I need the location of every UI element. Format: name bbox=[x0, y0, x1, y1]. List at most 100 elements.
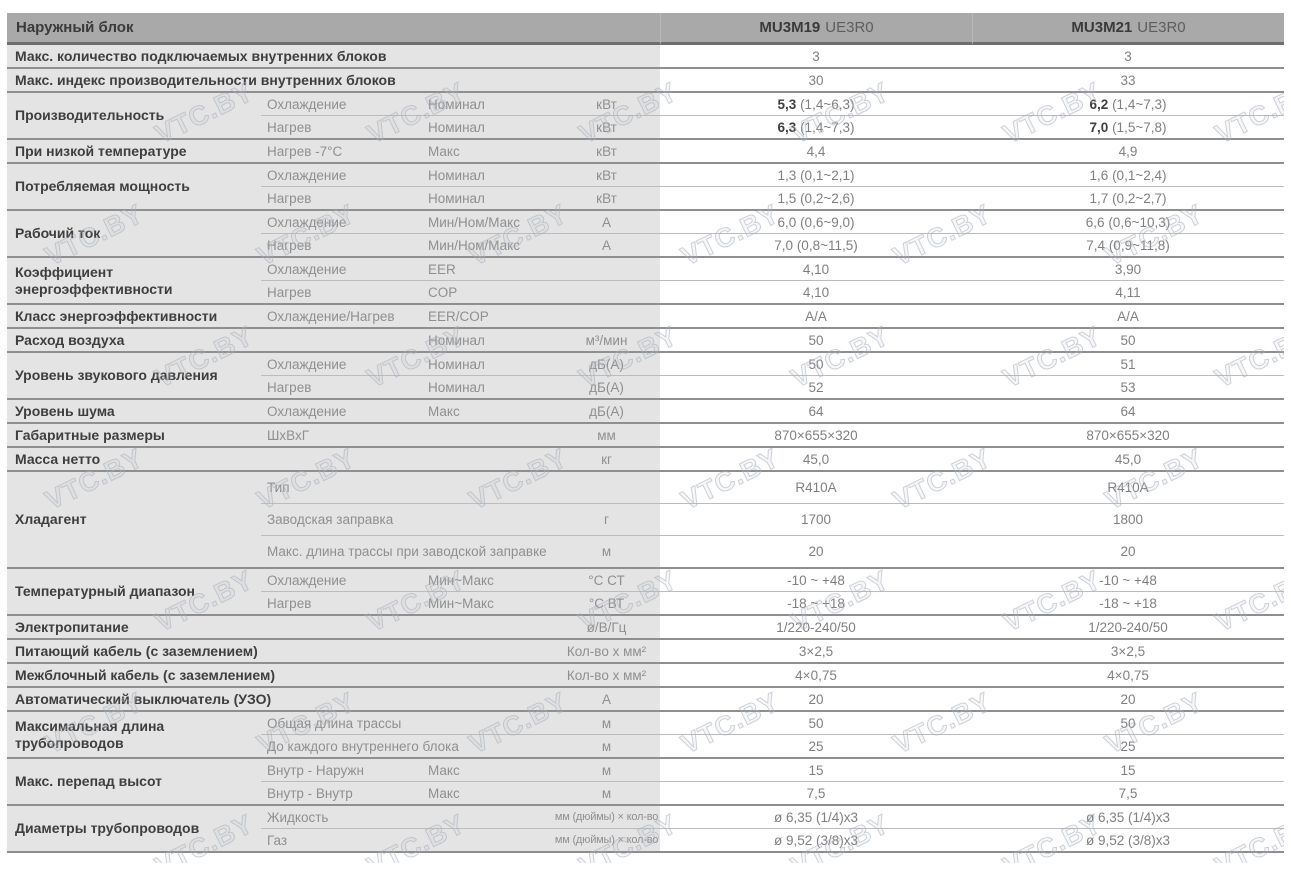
category-cell: Электропитание bbox=[7, 614, 553, 638]
value-cell-mu3m19: 4,4 bbox=[660, 138, 973, 162]
category-cell: Максимальная длина трубопроводов bbox=[7, 710, 261, 757]
model-suffix-1: UE3R0 bbox=[825, 19, 874, 36]
param-cell: Макс bbox=[423, 781, 553, 804]
category-cell: Хладагент bbox=[7, 470, 261, 567]
table-row: Габаритные размеры ШхВхГ мм 870×655×320 870×… bbox=[7, 422, 1285, 446]
value-cell-mu3m19: 15 bbox=[660, 757, 973, 781]
table-row: Внутр - Внутр Макс м 7,5 7,5 bbox=[7, 781, 1285, 804]
value-cell-mu3m19: -18 ~ +18 bbox=[660, 591, 973, 614]
category-cell: Рабочий ток bbox=[7, 209, 261, 256]
table-title: Наружный блок bbox=[7, 13, 661, 45]
category-cell: Габаритные размеры bbox=[7, 422, 261, 446]
unit-cell: А bbox=[553, 686, 661, 710]
value-cell-mu3m21: -10 ~ +48 bbox=[972, 567, 1285, 591]
unit-cell: м bbox=[553, 734, 661, 757]
value-cell-mu3m19: ø 9,52 (3/8)x3 bbox=[660, 828, 973, 851]
table-row: Коэффициент энергоэффективности Охлаждени… bbox=[7, 256, 1285, 303]
sub-label-cell: Заводская заправка bbox=[261, 503, 553, 535]
param-cell: Мин/Ном/Макс bbox=[423, 233, 553, 256]
value-cell-mu3m21: 53 bbox=[972, 375, 1285, 398]
category-cell: Диаметры трубопроводов bbox=[7, 804, 261, 851]
value-cell-mu3m19: 50 bbox=[660, 327, 973, 351]
value-cell-mu3m21: 20 bbox=[972, 535, 1285, 567]
value-cell-mu3m19: 45,0 bbox=[660, 446, 973, 470]
value-cell-mu3m21: 45,0 bbox=[972, 446, 1285, 470]
unit-cell: м bbox=[553, 781, 661, 804]
unit-cell: Кол-во х мм² bbox=[553, 638, 661, 662]
sub-label-cell: Охлаждение bbox=[261, 162, 423, 186]
value-cell-mu3m21: 15 bbox=[972, 757, 1285, 781]
value-cell-mu3m21: 7,5 bbox=[972, 781, 1285, 804]
value-cell-mu3m21: А/А bbox=[972, 303, 1285, 327]
value-cell-mu3m21: 20 bbox=[972, 686, 1285, 710]
sub-label-cell: Нагрев bbox=[261, 375, 423, 398]
value-cell-mu3m19: -10 ~ +48 bbox=[660, 567, 973, 591]
unit-cell: кВт bbox=[553, 138, 661, 162]
category-cell: Температурный диапазон bbox=[7, 567, 261, 614]
value-cell-mu3m19: 870×655×320 bbox=[660, 422, 973, 446]
value-cell-mu3m21: 6,2 (1,4~7,3) bbox=[972, 91, 1285, 115]
unit-cell: дБ(А) bbox=[553, 398, 661, 422]
unit-cell: кВт bbox=[553, 162, 661, 186]
value-cell-mu3m21: R410A bbox=[972, 470, 1285, 503]
value-cell-mu3m19: 1,3 (0,1~2,1) bbox=[660, 162, 973, 186]
table-row: Нагрев Номинал кВт 1,5 (0,2~2,6) 1,7 (0,2~2,… bbox=[7, 186, 1285, 209]
value-cell-mu3m21: 64 bbox=[972, 398, 1285, 422]
value-cell-mu3m19: 50 bbox=[660, 351, 973, 375]
table-row: Нагрев Мин/Ном/Макс А 7,0 (0,8~11,5) 7,4 (0,… bbox=[7, 233, 1285, 256]
table-row: При низкой температуре Нагрев -7°C Макс кВт… bbox=[7, 138, 1285, 162]
value-cell-mu3m21: 1/220-240/50 bbox=[972, 614, 1285, 638]
model-column-header-2: MU3M21 UE3R0 bbox=[972, 13, 1285, 45]
unit-cell: А bbox=[553, 209, 661, 233]
category-cell: Автоматический выключатель (УЗО) bbox=[7, 686, 553, 710]
value-cell-mu3m21: 1800 bbox=[972, 503, 1285, 535]
table-row: Производительность Охлаждение Номинал кВт 5,… bbox=[7, 91, 1285, 138]
param-cell bbox=[423, 422, 553, 446]
spec-table: Наружный блок MU3M19 UE3R0 MU3M21 UE3R0 Ма… bbox=[7, 13, 1285, 853]
value-cell-mu3m21: 1,7 (0,2~2,7) bbox=[972, 186, 1285, 209]
value-cell-mu3m21: ø 6,35 (1/4)x3 bbox=[972, 804, 1285, 828]
value-cell-mu3m21: 1,6 (0,1~2,4) bbox=[972, 162, 1285, 186]
value-cell-mu3m21: 4,9 bbox=[972, 138, 1285, 162]
sub-label-cell: Охлаждение bbox=[261, 567, 423, 591]
value-cell-mu3m19: 50 bbox=[660, 710, 973, 734]
category-cell: Уровень звукового давления bbox=[7, 351, 261, 398]
unit-cell: дБ(А) bbox=[553, 351, 661, 375]
table-row: Диаметры трубопроводов Жидкость мм (дюймы)… bbox=[7, 804, 1285, 851]
table-row: Нагрев Мин~Макс °C ВТ -18 ~ +18 -18 ~ +18 bbox=[7, 591, 1285, 614]
param-cell: Номинал bbox=[423, 91, 553, 115]
spec-table-body: Макс. количество подключаемых внутренних… bbox=[7, 45, 1285, 851]
sub-label-cell: Нагрев bbox=[261, 233, 423, 256]
sub-label-cell: Внутр - Внутр bbox=[261, 781, 423, 804]
value-cell-mu3m21: 6,6 (0,6~10,3) bbox=[972, 209, 1285, 233]
value-cell-mu3m19: 4,10 bbox=[660, 256, 973, 280]
unit-cell: м bbox=[553, 535, 661, 567]
value-cell-mu3m19: 64 bbox=[660, 398, 973, 422]
value-cell-mu3m19: 5,3 (1,4~6,3) bbox=[660, 91, 973, 115]
table-row: Максимальная длина трубопроводов Общая дл… bbox=[7, 710, 1285, 757]
table-row: Уровень звукового давления Охлаждение Номи… bbox=[7, 351, 1285, 398]
sub-label-cell: До каждого внутреннего блока bbox=[261, 734, 553, 757]
table-row: Расход воздуха Номинал м³/мин 50 50 bbox=[7, 327, 1285, 351]
sub-label-cell: Охлаждение/Нагрев bbox=[261, 303, 423, 327]
value-cell-mu3m21: 4,11 bbox=[972, 280, 1285, 303]
value-cell-mu3m19: 52 bbox=[660, 375, 973, 398]
param-cell: COP bbox=[423, 280, 553, 303]
param-cell: Номинал bbox=[423, 186, 553, 209]
category-cell: Расход воздуха bbox=[7, 327, 261, 351]
unit-cell bbox=[553, 256, 661, 280]
table-row: Заводская заправка г 1700 1800 bbox=[7, 503, 1285, 535]
value-cell-mu3m19: 6,0 (0,6~9,0) bbox=[660, 209, 973, 233]
table-row: Межблочный кабель (с заземлением) Кол-во … bbox=[7, 662, 1285, 686]
category-cell: Макс. перепад высот bbox=[7, 757, 261, 804]
param-cell: Номинал bbox=[423, 162, 553, 186]
sub-label-cell bbox=[261, 327, 423, 351]
param-cell: EER bbox=[423, 256, 553, 280]
spec-sheet: Наружный блок MU3M19 UE3R0 MU3M21 UE3R0 Ма… bbox=[7, 13, 1285, 863]
unit-cell: кг bbox=[553, 446, 661, 470]
table-row: Уровень шума Охлаждение Макс дБ(А) 64 64 bbox=[7, 398, 1285, 422]
sub-label-cell: Охлаждение bbox=[261, 398, 423, 422]
category-cell: Коэффициент энергоэффективности bbox=[7, 256, 261, 303]
sub-label-cell: Нагрев bbox=[261, 186, 423, 209]
unit-cell: мм (дюймы) × кол-во bbox=[553, 828, 661, 851]
